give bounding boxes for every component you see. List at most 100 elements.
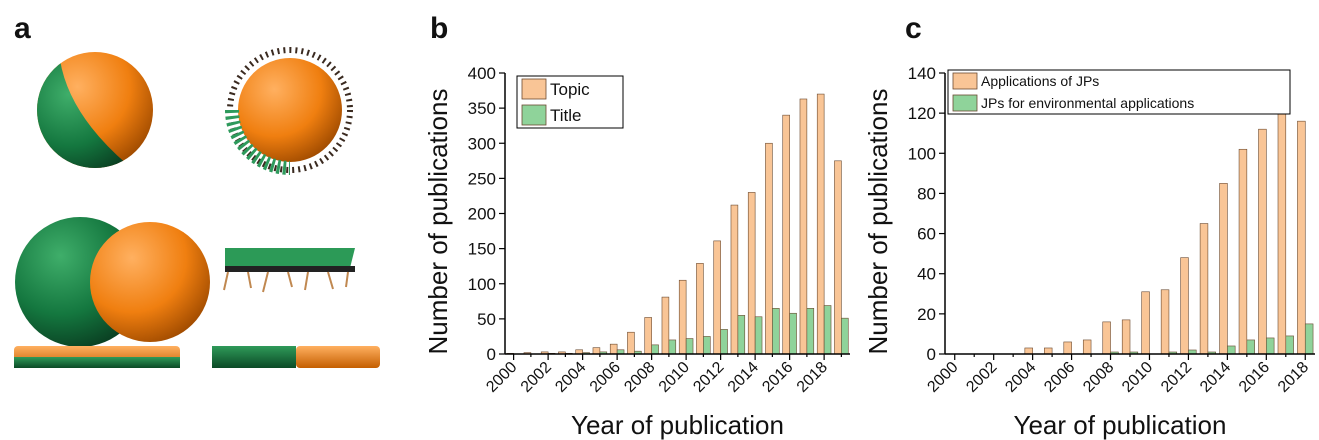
bar xyxy=(1286,336,1294,354)
y-tick-label: 150 xyxy=(468,240,496,259)
panel-label: a xyxy=(14,12,31,45)
legend-label: Applications of JPs xyxy=(981,73,1099,89)
bar xyxy=(1142,292,1150,354)
y-axis-title: Number of publications xyxy=(863,89,893,355)
bar xyxy=(748,192,755,354)
x-tick-label: 2006 xyxy=(587,359,624,396)
legend-label: Title xyxy=(550,106,582,125)
bar xyxy=(645,317,652,354)
x-tick-label: 2008 xyxy=(621,359,658,396)
bar xyxy=(721,329,728,354)
bar xyxy=(662,297,669,354)
bar xyxy=(772,308,779,354)
y-tick-label: 400 xyxy=(468,64,496,83)
y-tick-label: 120 xyxy=(908,104,936,123)
bar xyxy=(652,345,659,354)
y-tick-label: 250 xyxy=(468,169,496,188)
x-tick-label: 2006 xyxy=(1041,359,1078,396)
bar xyxy=(1064,342,1072,354)
bar xyxy=(800,99,807,354)
y-tick-label: 0 xyxy=(927,345,936,364)
bar xyxy=(1247,340,1255,354)
bar xyxy=(627,332,634,354)
x-tick-label: 2004 xyxy=(552,359,589,396)
y-tick-label: 50 xyxy=(477,310,496,329)
bar xyxy=(696,263,703,354)
bar xyxy=(610,344,617,354)
bar xyxy=(1227,346,1235,354)
legend-label: JPs for environmental applications xyxy=(981,95,1194,111)
bar xyxy=(1122,320,1130,354)
bar xyxy=(824,306,831,354)
bar xyxy=(834,161,841,354)
bar xyxy=(765,143,772,354)
bar xyxy=(679,280,686,354)
bar xyxy=(1044,348,1052,354)
x-tick-label: 2002 xyxy=(518,359,555,396)
bar xyxy=(714,241,721,354)
legend-label: Topic xyxy=(550,80,590,99)
bar xyxy=(1297,121,1305,354)
bar xyxy=(1220,183,1228,354)
bar xyxy=(1239,149,1247,354)
bar xyxy=(1200,224,1208,354)
y-tick-label: 60 xyxy=(917,225,936,244)
bar xyxy=(1181,258,1189,354)
bar xyxy=(790,313,797,354)
x-tick-label: 2010 xyxy=(1119,359,1156,396)
bar xyxy=(1161,290,1169,354)
bar xyxy=(841,318,848,354)
legend-swatch xyxy=(522,79,546,99)
x-tick-label: 2018 xyxy=(794,359,831,396)
illustration xyxy=(14,50,380,368)
bar xyxy=(1083,340,1091,354)
x-tick-label: 2010 xyxy=(656,359,693,396)
bar xyxy=(669,340,676,354)
bar xyxy=(817,94,824,354)
y-tick-label: 40 xyxy=(917,265,936,284)
bar xyxy=(738,315,745,354)
bar xyxy=(1305,324,1313,354)
bar xyxy=(731,205,738,354)
y-tick-label: 200 xyxy=(468,205,496,224)
bar xyxy=(807,308,814,354)
figure: a b0501001502002503003504002000200220042… xyxy=(0,0,1319,440)
y-tick-label: 100 xyxy=(908,144,936,163)
x-axis-title: Year of publication xyxy=(571,410,784,440)
x-tick-label: 2016 xyxy=(1236,359,1273,396)
bar xyxy=(755,317,762,354)
bar xyxy=(703,336,710,354)
x-tick-label: 2014 xyxy=(725,359,762,396)
bar xyxy=(1266,338,1274,354)
bar xyxy=(686,339,693,354)
y-tick-label: 350 xyxy=(468,99,496,118)
x-tick-label: 2000 xyxy=(924,359,961,396)
bar xyxy=(1278,87,1286,354)
x-tick-label: 2012 xyxy=(1158,359,1195,396)
x-tick-label: 2002 xyxy=(963,359,1000,396)
y-tick-label: 20 xyxy=(917,305,936,324)
x-axis-title: Year of publication xyxy=(1014,410,1227,440)
legend-swatch xyxy=(953,73,977,89)
x-tick-label: 2000 xyxy=(483,359,520,396)
x-tick-label: 2018 xyxy=(1275,359,1312,396)
panel-label: b xyxy=(430,12,448,45)
y-tick-label: 100 xyxy=(468,275,496,294)
legend-swatch xyxy=(522,105,546,125)
x-tick-label: 2014 xyxy=(1197,359,1234,396)
x-tick-label: 2016 xyxy=(759,359,796,396)
bar xyxy=(1025,348,1033,354)
y-tick-label: 300 xyxy=(468,134,496,153)
y-axis-title: Number of publications xyxy=(423,89,453,355)
panel-label: c xyxy=(905,12,922,45)
bar xyxy=(1259,129,1267,354)
y-tick-label: 0 xyxy=(487,345,496,364)
bar xyxy=(783,115,790,354)
bar xyxy=(593,348,600,354)
y-tick-label: 80 xyxy=(917,184,936,203)
x-tick-label: 2004 xyxy=(1002,359,1039,396)
bar xyxy=(1103,322,1111,354)
y-tick-label: 140 xyxy=(908,64,936,83)
legend-swatch xyxy=(953,95,977,111)
x-tick-label: 2012 xyxy=(690,359,727,396)
